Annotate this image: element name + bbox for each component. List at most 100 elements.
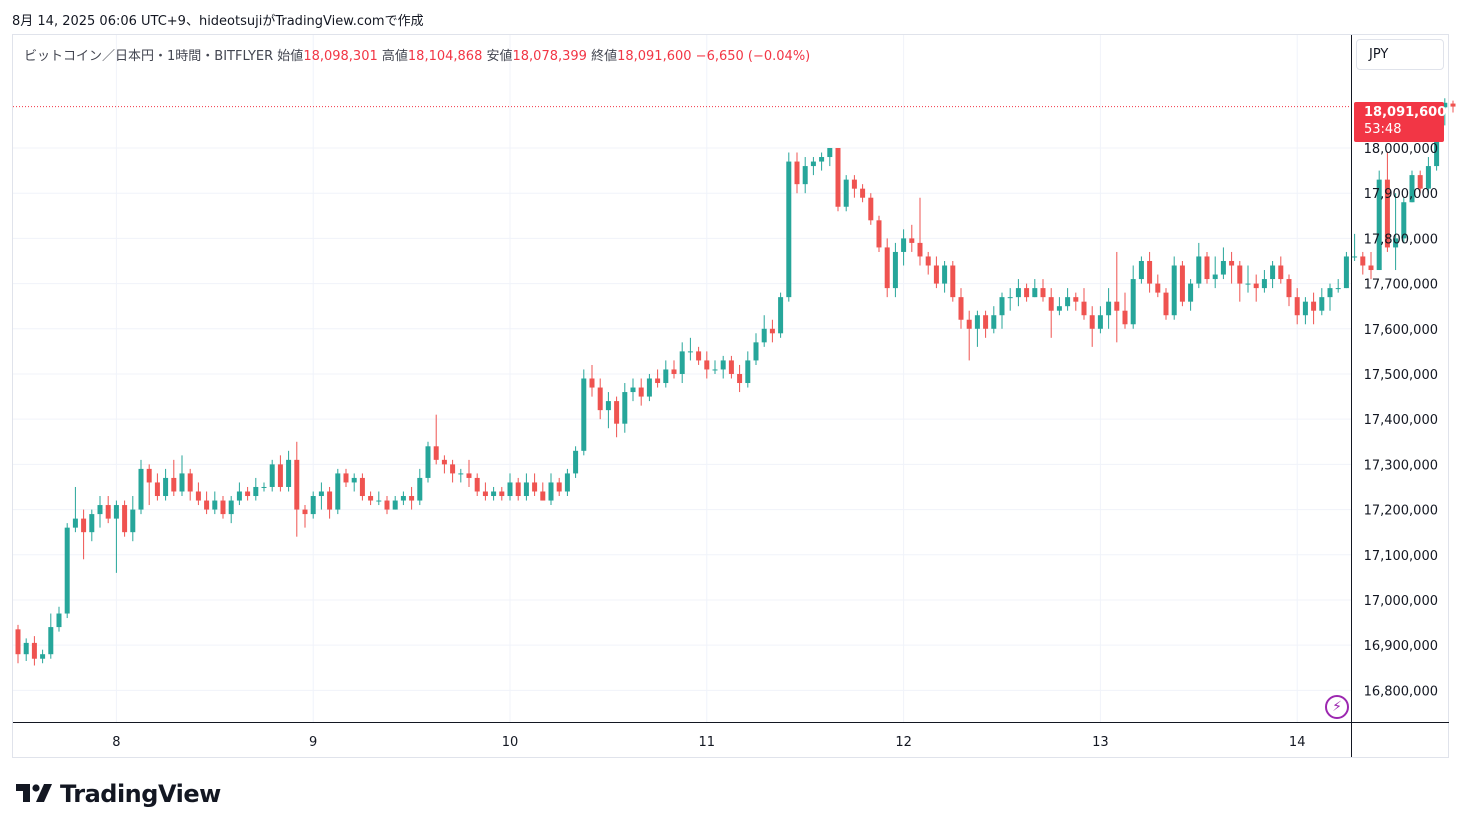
candle xyxy=(236,482,242,506)
candle-body xyxy=(1311,301,1317,311)
candle xyxy=(1302,297,1308,325)
candle-body xyxy=(646,378,652,397)
candle-body xyxy=(892,251,898,289)
candle xyxy=(933,256,939,289)
candle xyxy=(843,175,849,212)
candle xyxy=(761,315,767,347)
candle-body xyxy=(778,297,784,334)
candle-body xyxy=(843,179,849,207)
candle xyxy=(335,468,341,515)
candle xyxy=(113,500,119,573)
candle-body xyxy=(441,459,447,465)
candle-body xyxy=(1138,260,1144,280)
candle-body xyxy=(589,378,595,388)
candle xyxy=(1327,283,1333,311)
candle xyxy=(1352,233,1358,261)
candle xyxy=(1081,288,1087,320)
candle-body xyxy=(532,482,538,492)
candle xyxy=(556,477,562,497)
candle xyxy=(1130,265,1136,329)
lightning-icon[interactable]: ⚡ xyxy=(1325,695,1349,719)
price-tick-label: 16,900,000 xyxy=(1364,639,1438,654)
candle-body xyxy=(1294,297,1300,316)
candle xyxy=(1138,256,1144,284)
candle-body xyxy=(868,197,874,221)
candle-body xyxy=(991,315,997,329)
candle xyxy=(64,523,70,619)
candle-body xyxy=(810,161,816,167)
price-tick-label: 17,400,000 xyxy=(1364,413,1438,428)
candle xyxy=(523,473,529,501)
price-axis: 16,800,000 16,900,000 17,000,000 17,100,000… xyxy=(1364,142,1438,699)
tradingview-logo-icon xyxy=(16,784,52,802)
candle xyxy=(1122,292,1128,329)
candle-body xyxy=(1130,279,1136,325)
candle-body xyxy=(1179,265,1185,302)
candle xyxy=(999,292,1005,329)
candle xyxy=(392,496,398,510)
candle-body xyxy=(318,491,324,497)
candle xyxy=(482,482,488,501)
candle-body xyxy=(909,238,915,243)
brand-logo[interactable]: TradingView xyxy=(14,780,221,808)
candle-body xyxy=(482,491,488,497)
candle-body xyxy=(933,265,939,284)
candle-body xyxy=(400,496,406,501)
candle xyxy=(1237,260,1243,302)
candle xyxy=(1040,279,1046,302)
candle xyxy=(1015,279,1021,307)
candle xyxy=(310,491,316,519)
candle-body xyxy=(105,505,111,519)
low-label: 安値 xyxy=(486,49,513,64)
price-tick-label: 17,800,000 xyxy=(1364,232,1438,247)
candle-body xyxy=(917,242,923,257)
candle-body xyxy=(1204,256,1210,280)
candle xyxy=(15,624,21,664)
candle-body xyxy=(23,642,29,655)
candle xyxy=(696,346,702,365)
candle xyxy=(663,360,669,388)
candle-body xyxy=(573,450,579,474)
candle-body xyxy=(409,496,415,501)
candle xyxy=(1401,197,1407,243)
price-tick-label: 17,500,000 xyxy=(1364,368,1438,383)
open-label: 始値 xyxy=(277,49,304,64)
candle-body xyxy=(1106,301,1112,316)
candle-body xyxy=(1048,297,1054,311)
price-tick-label: 17,000,000 xyxy=(1364,594,1438,609)
candle-body xyxy=(433,446,439,460)
last-price-tag: 18,091,600 53:48 xyxy=(1354,102,1446,142)
candle-body xyxy=(327,491,333,510)
candle-body xyxy=(335,473,341,510)
candle-body xyxy=(277,464,283,487)
candle-body xyxy=(605,401,611,411)
candle xyxy=(171,459,177,497)
close-label: 終値 xyxy=(591,49,618,64)
candle-body xyxy=(113,505,119,519)
price-tick-label: 17,600,000 xyxy=(1364,323,1438,338)
candle xyxy=(827,147,833,167)
candle-body xyxy=(81,518,87,533)
candle-body xyxy=(286,459,292,487)
candle-body xyxy=(679,351,685,374)
candle xyxy=(950,260,956,302)
candle-body xyxy=(1007,297,1013,299)
candle-body xyxy=(1032,288,1038,298)
candle xyxy=(318,482,324,510)
candle xyxy=(1450,100,1456,113)
candle-body xyxy=(228,500,234,515)
candle-body xyxy=(942,265,948,284)
candle xyxy=(532,473,538,497)
candle-body xyxy=(1089,315,1095,329)
currency-button[interactable]: JPY xyxy=(1356,39,1444,70)
candle xyxy=(1179,260,1185,307)
time-tick-label: 9 xyxy=(309,735,317,750)
candle xyxy=(1147,251,1153,293)
candle xyxy=(253,477,259,501)
candle-body xyxy=(983,315,989,329)
candle xyxy=(589,364,595,397)
candle-body xyxy=(884,247,890,289)
candle xyxy=(1442,98,1448,126)
candle-body xyxy=(220,500,226,515)
